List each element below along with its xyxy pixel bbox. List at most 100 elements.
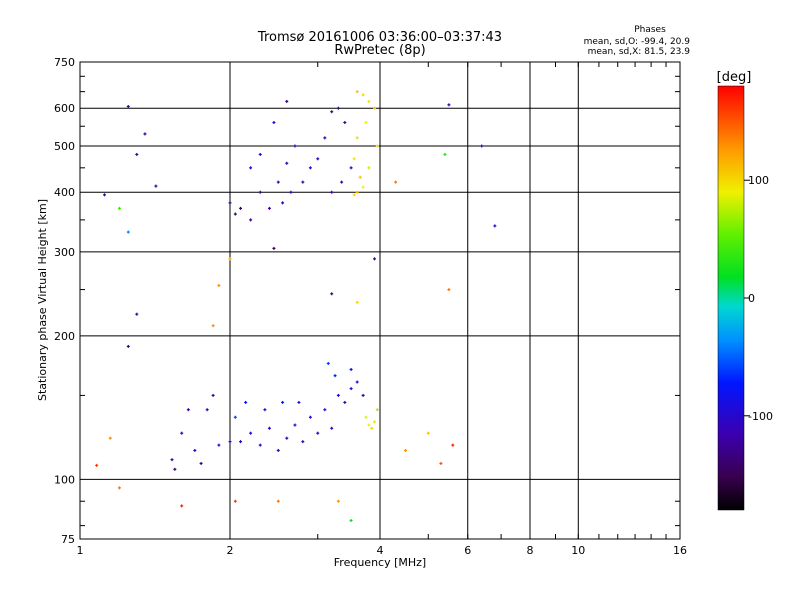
data-point <box>126 105 130 109</box>
data-point <box>239 206 243 210</box>
data-point <box>308 415 312 419</box>
colorbar-tick-label: 100 <box>748 174 769 187</box>
data-point <box>330 190 334 194</box>
data-point <box>355 190 359 194</box>
stats-line-x: mean, sd,X: 81.5, 23.9 <box>588 47 691 57</box>
data-point <box>367 99 371 103</box>
data-point <box>233 415 237 419</box>
data-point <box>95 463 99 467</box>
data-point <box>361 93 365 97</box>
plot-area: 1 2 4 6 8 10 16 75 100 200 300 400 500 600 750 <box>54 56 687 557</box>
y-tick-label: 400 <box>54 186 75 199</box>
data-point <box>349 367 353 371</box>
x-axis-label: Frequency [MHz] <box>334 556 426 569</box>
stats-line-o: mean, sd,O: -99.4, 20.9 <box>584 37 691 47</box>
data-point <box>143 132 147 136</box>
data-point <box>330 292 334 296</box>
data-point <box>297 400 301 404</box>
data-point <box>447 103 451 107</box>
data-points <box>95 90 497 523</box>
data-point <box>267 426 271 430</box>
data-point <box>361 185 365 189</box>
data-point <box>199 461 203 465</box>
colorbar: [deg] -100 0 100 <box>717 70 773 511</box>
data-point <box>249 218 253 222</box>
data-point <box>493 224 497 228</box>
data-point <box>301 180 305 184</box>
data-point <box>276 180 280 184</box>
data-point <box>180 431 184 435</box>
data-point <box>343 121 347 125</box>
x-tick-label: 16 <box>673 544 687 557</box>
data-point <box>352 157 356 161</box>
data-point <box>443 152 447 156</box>
data-point <box>403 448 407 452</box>
data-point <box>211 324 215 328</box>
data-point <box>373 106 377 110</box>
data-point <box>285 99 289 103</box>
data-point <box>352 193 356 197</box>
x-axis-ticks: 1 2 4 6 8 10 16 <box>77 62 687 557</box>
data-point <box>301 440 305 444</box>
data-point <box>285 161 289 165</box>
data-point <box>267 206 271 210</box>
data-point <box>173 467 177 471</box>
data-point <box>126 230 130 234</box>
data-point <box>217 443 221 447</box>
data-point <box>364 121 368 125</box>
data-point <box>258 152 262 156</box>
data-point <box>272 246 276 250</box>
y-tick-label: 200 <box>54 330 75 343</box>
data-point <box>258 443 262 447</box>
data-point <box>330 426 334 430</box>
data-point <box>394 180 398 184</box>
data-point <box>170 458 174 462</box>
data-point <box>480 144 484 148</box>
data-point <box>316 157 320 161</box>
data-point <box>263 408 267 412</box>
chart-subtitle: RwPretec (8p) <box>334 43 425 58</box>
data-point <box>193 448 197 452</box>
y-axis-ticks: 75 100 200 300 400 500 600 750 <box>54 56 680 546</box>
y-tick-label: 500 <box>54 140 75 153</box>
y-axis-label: Stationary phase Virtual Height [km] <box>36 199 49 401</box>
data-point <box>126 344 130 348</box>
y-tick-label: 300 <box>54 246 75 259</box>
data-point <box>308 166 312 170</box>
x-tick-label: 1 <box>77 544 84 557</box>
data-point <box>439 461 443 465</box>
y-tick-label: 75 <box>61 533 75 546</box>
data-point <box>289 190 293 194</box>
data-point <box>135 152 139 156</box>
data-point <box>281 201 285 205</box>
data-point <box>135 312 139 316</box>
data-point <box>205 408 209 412</box>
data-point <box>451 443 455 447</box>
data-point <box>293 423 297 427</box>
colorbar-gradient <box>717 85 745 511</box>
y-tick-label: 750 <box>54 56 75 69</box>
data-point <box>373 420 377 424</box>
data-point <box>349 166 353 170</box>
data-point <box>154 184 158 188</box>
y-tick-label: 600 <box>54 102 75 115</box>
data-point <box>336 106 340 110</box>
data-point <box>249 166 253 170</box>
x-tick-label: 4 <box>377 544 384 557</box>
data-point <box>358 175 362 179</box>
data-point <box>326 361 330 365</box>
colorbar-label: [deg] <box>717 70 752 85</box>
data-point <box>355 380 359 384</box>
data-point <box>336 499 340 503</box>
data-point <box>330 110 334 114</box>
data-point <box>228 257 232 261</box>
data-point <box>336 393 340 397</box>
data-point <box>233 499 237 503</box>
data-point <box>370 426 374 430</box>
data-point <box>258 190 262 194</box>
data-point <box>217 283 221 287</box>
data-point <box>117 486 121 490</box>
data-point <box>180 504 184 508</box>
data-point <box>323 408 327 412</box>
